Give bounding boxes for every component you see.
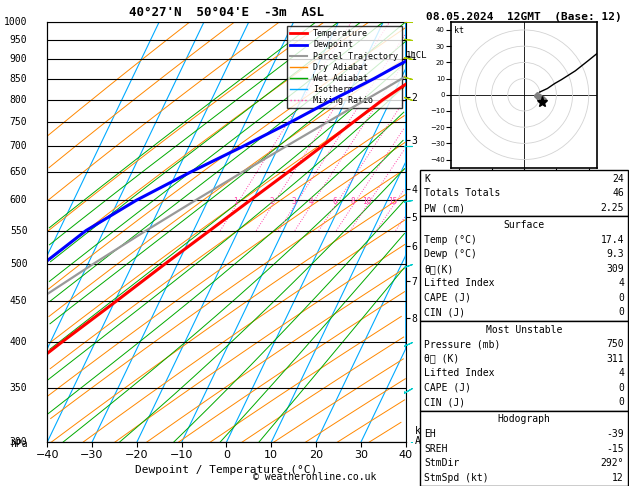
Text: θᴁ (K): θᴁ (K) — [424, 354, 459, 364]
Text: 700: 700 — [10, 141, 28, 152]
Text: 17.4: 17.4 — [601, 235, 624, 244]
Text: Mixing Ratio (g/kg): Mixing Ratio (g/kg) — [437, 181, 446, 283]
Text: 300: 300 — [10, 437, 28, 447]
Text: 850: 850 — [10, 73, 28, 84]
Text: 0: 0 — [618, 398, 624, 407]
Text: 500: 500 — [10, 259, 28, 269]
Text: 10: 10 — [362, 197, 371, 206]
Text: 650: 650 — [10, 167, 28, 177]
Text: 4: 4 — [618, 368, 624, 378]
Text: 6: 6 — [333, 197, 337, 206]
Text: StmSpd (kt): StmSpd (kt) — [424, 473, 489, 483]
Text: EH: EH — [424, 429, 436, 439]
Text: Lifted Index: Lifted Index — [424, 278, 494, 288]
Text: 2: 2 — [269, 197, 274, 206]
Text: © weatheronline.co.uk: © weatheronline.co.uk — [253, 472, 376, 482]
Text: CIN (J): CIN (J) — [424, 398, 465, 407]
Text: 900: 900 — [10, 53, 28, 64]
Text: 600: 600 — [10, 195, 28, 205]
Text: 24: 24 — [612, 174, 624, 184]
Text: 1LCL: 1LCL — [406, 52, 428, 60]
Text: -39: -39 — [606, 429, 624, 439]
Text: CAPE (J): CAPE (J) — [424, 383, 471, 393]
X-axis label: Dewpoint / Temperature (°C): Dewpoint / Temperature (°C) — [135, 466, 318, 475]
Text: 750: 750 — [10, 117, 28, 127]
Text: Most Unstable: Most Unstable — [486, 325, 562, 334]
Text: SREH: SREH — [424, 444, 447, 453]
Text: Totals Totals: Totals Totals — [424, 189, 500, 198]
Text: 350: 350 — [10, 383, 28, 394]
Text: Surface: Surface — [503, 220, 545, 230]
Text: 309: 309 — [606, 264, 624, 274]
Text: K: K — [424, 174, 430, 184]
Text: CAPE (J): CAPE (J) — [424, 293, 471, 303]
Text: 1: 1 — [233, 197, 238, 206]
Text: 311: 311 — [606, 354, 624, 364]
Text: -15: -15 — [606, 444, 624, 453]
Text: 292°: 292° — [601, 458, 624, 468]
Text: StmDir: StmDir — [424, 458, 459, 468]
Text: 1000: 1000 — [4, 17, 28, 27]
Text: Pressure (mb): Pressure (mb) — [424, 339, 500, 349]
Text: 2.25: 2.25 — [601, 203, 624, 213]
Text: θᴁ(K): θᴁ(K) — [424, 264, 454, 274]
Text: 8: 8 — [350, 197, 355, 206]
Text: 15: 15 — [388, 197, 398, 206]
Text: Hodograph: Hodograph — [498, 415, 550, 424]
Legend: Temperature, Dewpoint, Parcel Trajectory, Dry Adiabat, Wet Adiabat, Isotherm, Mi: Temperature, Dewpoint, Parcel Trajectory… — [287, 26, 401, 108]
Text: 12: 12 — [612, 473, 624, 483]
Text: 08.05.2024  12GMT  (Base: 12): 08.05.2024 12GMT (Base: 12) — [426, 12, 622, 22]
Text: 550: 550 — [10, 226, 28, 236]
Text: 0: 0 — [618, 308, 624, 317]
Text: Dewp (°C): Dewp (°C) — [424, 249, 477, 259]
Text: 4: 4 — [308, 197, 313, 206]
Text: 400: 400 — [10, 337, 28, 347]
Text: 450: 450 — [10, 295, 28, 306]
Text: Lifted Index: Lifted Index — [424, 368, 494, 378]
Text: 9.3: 9.3 — [606, 249, 624, 259]
Text: PW (cm): PW (cm) — [424, 203, 465, 213]
Title: 40°27'N  50°04'E  -3m  ASL: 40°27'N 50°04'E -3m ASL — [129, 6, 324, 19]
Text: 950: 950 — [10, 35, 28, 45]
Text: 0: 0 — [618, 383, 624, 393]
Text: Temp (°C): Temp (°C) — [424, 235, 477, 244]
Text: 46: 46 — [612, 189, 624, 198]
Text: 3: 3 — [292, 197, 296, 206]
Text: hPa: hPa — [10, 438, 28, 449]
Text: kt: kt — [454, 26, 464, 35]
Text: km
ASL: km ASL — [415, 426, 432, 447]
Text: 0: 0 — [618, 293, 624, 303]
Text: 4: 4 — [618, 278, 624, 288]
Text: 800: 800 — [10, 95, 28, 105]
Text: CIN (J): CIN (J) — [424, 308, 465, 317]
Text: 750: 750 — [606, 339, 624, 349]
